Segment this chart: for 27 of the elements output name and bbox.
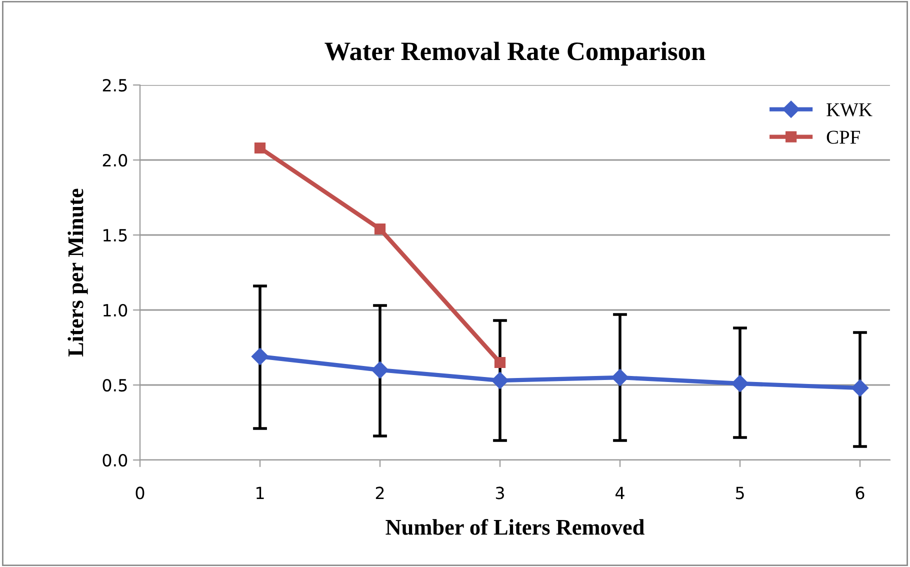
x-axis-title: Number of Liters Removed (386, 518, 644, 535)
point (491, 372, 509, 390)
point (731, 374, 749, 392)
point (251, 348, 269, 366)
y-tick-label: 1.5 (104, 229, 127, 242)
y-axis-title: Liters per Minute (68, 188, 88, 356)
x-tick-label: 5 (736, 486, 744, 500)
x-tick-label: 3 (496, 486, 504, 500)
legend-label: KWK (826, 103, 872, 116)
legend-label: CPF (826, 130, 860, 144)
x-tick-label: 4 (616, 486, 624, 500)
point (371, 361, 389, 379)
y-tick-label: 0.5 (102, 378, 127, 392)
x-tick-label: 0 (136, 486, 144, 500)
y-tick-label: 0.0 (102, 454, 128, 467)
x-tick-label: 6 (856, 486, 864, 500)
point (374, 223, 386, 235)
point (494, 356, 506, 368)
y-tick-label: 2.0 (102, 154, 128, 167)
chart-title: Water Removal Rate Comparison (324, 42, 706, 66)
x-tick-label: 1 (256, 486, 264, 500)
x-tick-label: 2 (376, 486, 384, 500)
y-tick-label: 1.0 (104, 304, 128, 317)
point (254, 142, 266, 154)
point (851, 379, 869, 397)
y-tick-label: 2.5 (102, 78, 127, 92)
point (611, 368, 629, 386)
